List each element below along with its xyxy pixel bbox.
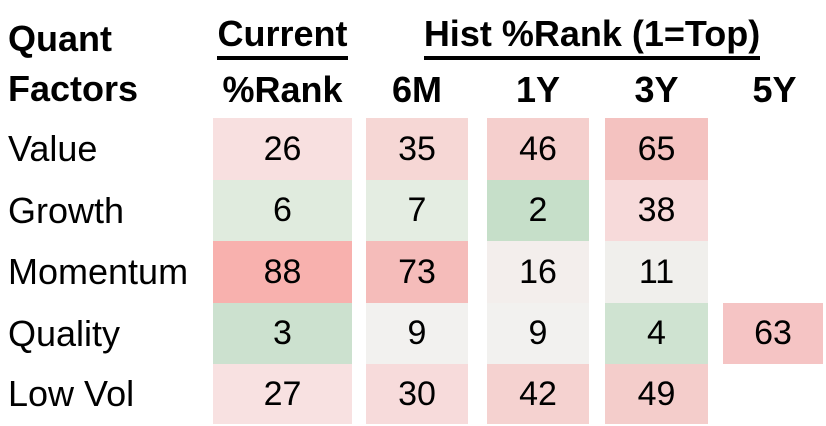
row-label-quality: Quality — [8, 313, 121, 354]
column-header-1y: 1Y — [515, 69, 561, 110]
heatmap-cell: 63 — [723, 303, 823, 364]
heatmap-cell: 42 — [487, 364, 589, 424]
current-group-header: Current — [213, 14, 352, 60]
column-header-6m: 6M — [391, 69, 442, 110]
heatmap-cell — [723, 180, 823, 241]
heatmap-cell — [723, 364, 823, 424]
column-header-3y: 3Y — [634, 69, 679, 110]
heatmap-cell — [723, 241, 823, 303]
heatmap-cell: 30 — [366, 364, 468, 424]
heatmap-cell: 88 — [213, 241, 352, 303]
column-header-5y: 5Y — [752, 69, 797, 110]
heatmap-cell: 38 — [605, 180, 708, 241]
heatmap-cell — [723, 118, 823, 180]
hist-group-header: Hist %Rank (1=Top) — [366, 14, 818, 60]
heatmap-cell: 65 — [605, 118, 708, 180]
table-title-line1: Quant — [8, 18, 112, 59]
heatmap-cell: 2 — [487, 180, 589, 241]
heatmap-cell: 4 — [605, 303, 708, 364]
row-label-low-vol: Low Vol — [8, 373, 135, 414]
row-label-momentum: Momentum — [8, 251, 189, 292]
heatmap-cell: 6 — [213, 180, 352, 241]
heatmap-cell: 27 — [213, 364, 352, 424]
column-header-percent-rank: %Rank — [222, 69, 343, 110]
hist-group-label: Hist %Rank (1=Top) — [423, 14, 761, 60]
heatmap-cell: 26 — [213, 118, 352, 180]
row-label-value: Value — [8, 128, 98, 169]
heatmap-cell: 46 — [487, 118, 589, 180]
heatmap-cell: 7 — [366, 180, 468, 241]
heatmap-cell: 16 — [487, 241, 589, 303]
heatmap-cell: 73 — [366, 241, 468, 303]
table-title-line2: Factors — [8, 68, 139, 109]
heatmap-cell: 49 — [605, 364, 708, 424]
heatmap-cell: 9 — [487, 303, 589, 364]
heatmap-cell: 3 — [213, 303, 352, 364]
row-label-growth: Growth — [8, 190, 125, 231]
heatmap-cell: 35 — [366, 118, 468, 180]
heatmap-cell: 9 — [366, 303, 468, 364]
current-group-label: Current — [217, 14, 348, 60]
heatmap-cell: 11 — [605, 241, 708, 303]
